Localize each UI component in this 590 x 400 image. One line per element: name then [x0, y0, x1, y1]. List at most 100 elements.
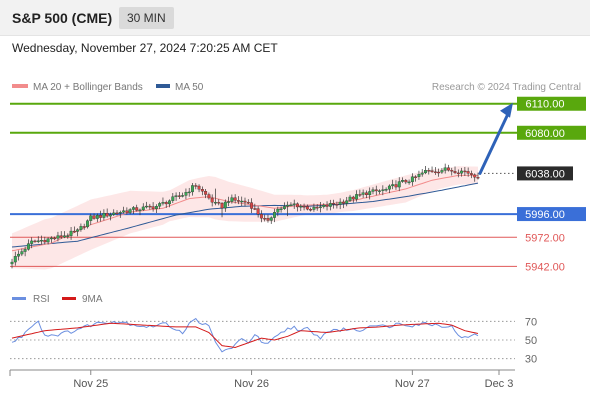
- time-tick-label: Nov 26: [234, 378, 269, 390]
- candle-body: [256, 208, 260, 215]
- candle-body: [115, 212, 119, 215]
- candle-body: [417, 174, 421, 177]
- timeframe-badge[interactable]: 30 MIN: [119, 7, 174, 29]
- candle-body: [351, 196, 355, 200]
- candle-body: [246, 202, 250, 204]
- candle-body: [131, 207, 135, 210]
- candle-body: [273, 212, 276, 218]
- candle-body: [407, 181, 411, 184]
- candle-body: [33, 240, 37, 243]
- candle-body: [368, 191, 372, 196]
- candle-body: [292, 203, 296, 205]
- price-legend: MA 20 + Bollinger Bands MA 50: [12, 82, 204, 93]
- candle-body: [466, 171, 470, 174]
- price-levels: 6110.00 6080.00 6038.00 5996.00 5972.00 5942.…: [10, 96, 586, 273]
- candle-body: [53, 237, 57, 240]
- candle-body: [210, 197, 214, 203]
- candle-body: [40, 240, 43, 242]
- candle-body: [197, 185, 201, 190]
- candle-body: [371, 189, 375, 192]
- candle-body: [105, 213, 109, 217]
- candle-body: [266, 218, 270, 221]
- candle-body: [49, 237, 53, 240]
- candle-body: [89, 215, 93, 221]
- time-tick-label: Nov 27: [395, 378, 430, 390]
- ma50-legend-swatch: [156, 84, 170, 88]
- ma50-line: [11, 182, 479, 248]
- candle-body: [76, 229, 80, 232]
- rsi-9ma-line: [11, 322, 479, 349]
- candle-body: [315, 206, 319, 209]
- candle-body: [401, 180, 404, 182]
- time-tick-label: Nov 25: [73, 378, 108, 390]
- candle-body: [414, 176, 418, 178]
- candle-body: [26, 243, 30, 250]
- candle-body: [151, 206, 155, 209]
- candle-body: [92, 215, 96, 219]
- candle-body: [236, 200, 240, 202]
- candle-body: [335, 204, 339, 206]
- candle-body: [148, 205, 152, 208]
- candle-body: [453, 171, 457, 174]
- candle-body: [378, 190, 381, 192]
- candle-body: [397, 181, 401, 188]
- candle-body: [263, 218, 267, 220]
- candle-body: [374, 189, 378, 192]
- report-datetime: Wednesday, November 27, 2024 7:20:25 AM …: [12, 41, 278, 55]
- candle-body: [427, 170, 431, 172]
- candle-body: [476, 177, 480, 179]
- candle-body: [102, 213, 106, 218]
- level-label-5996.00: 5996.00: [525, 209, 565, 221]
- candle-body: [13, 256, 17, 263]
- candle-body: [358, 194, 362, 196]
- candle-body: [138, 209, 142, 212]
- ma20-legend-label: MA 20 + Bollinger Bands: [33, 82, 143, 93]
- candle-body: [443, 167, 447, 171]
- bollinger-band: [12, 166, 478, 270]
- candle-body: [154, 206, 158, 209]
- forecast-arrow-head: [500, 102, 513, 118]
- level-label-6110.00: 6110.00: [526, 99, 565, 111]
- candle-body: [243, 200, 247, 203]
- candle-body: [305, 206, 309, 210]
- candle-body: [250, 202, 254, 209]
- rsi-9ma-legend-swatch: [62, 297, 76, 300]
- candle-body: [171, 196, 175, 201]
- level-label-5972.00: 5972.00: [525, 232, 565, 244]
- candle-body: [220, 203, 224, 209]
- rsi-tick-70: 70: [525, 316, 537, 328]
- level-label-5942.00: 5942.00: [525, 261, 565, 273]
- candlesticks: [10, 163, 480, 269]
- instrument-title: S&P 500 (CME): [12, 10, 113, 26]
- candle-body: [109, 214, 112, 217]
- candle-body: [86, 220, 89, 228]
- candle-body: [207, 194, 211, 199]
- rsi-line: [11, 317, 479, 353]
- candle-body: [447, 167, 450, 171]
- candle-body: [437, 171, 441, 174]
- level-box-6080.00: [517, 125, 586, 140]
- candle-body: [214, 202, 217, 204]
- candle-body: [309, 209, 313, 211]
- candle-body: [204, 191, 208, 195]
- candle-body: [20, 251, 24, 255]
- candle-body: [63, 235, 66, 238]
- candle-body: [43, 240, 47, 243]
- candle-body: [404, 180, 408, 183]
- current-price-label: 6038.00: [525, 168, 565, 180]
- candle-body: [312, 206, 316, 210]
- candle-body: [128, 209, 132, 213]
- candle-body: [191, 185, 194, 193]
- candle-body: [286, 204, 290, 207]
- candle-body: [164, 202, 168, 205]
- candle-body: [430, 170, 434, 172]
- research-credit: Research © 2024 Trading Central: [432, 82, 581, 93]
- candle-body: [82, 226, 86, 228]
- candle-body: [30, 240, 34, 244]
- current-price-box: [517, 166, 573, 181]
- candle-body: [384, 189, 388, 191]
- candle-body: [135, 207, 139, 211]
- candle-body: [168, 200, 171, 205]
- candle-body: [158, 203, 162, 207]
